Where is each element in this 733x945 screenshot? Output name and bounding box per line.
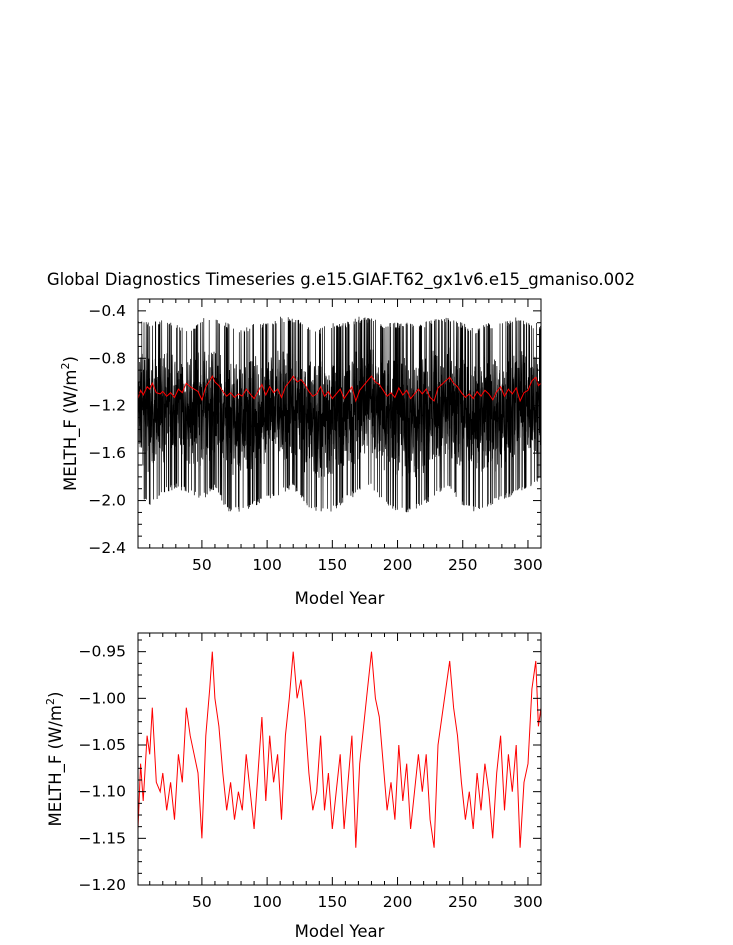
- y-tick-label: −1.2: [88, 397, 126, 415]
- y-axis-label: MELTH_F (W/m2): [59, 356, 81, 491]
- panel-bottom: 50 100 150 200 250 300 −1.20 −1.15 −1.10 −1.05 −1.…: [44, 632, 543, 941]
- y-tick-label: −1.00: [79, 689, 127, 707]
- y-tick-label: −0.4: [88, 302, 126, 320]
- plot-frame: [137, 298, 542, 549]
- x-tick-label: 300: [513, 893, 543, 911]
- y-axis-label: MELTH_F (W/m2): [44, 692, 66, 827]
- x-tick-label: 100: [252, 893, 282, 911]
- y-tick-label: −0.8: [88, 349, 126, 367]
- x-tick-label: 150: [318, 893, 348, 911]
- x-tick-label: 250: [448, 556, 478, 574]
- x-tick-label: 200: [383, 556, 413, 574]
- y-tick-label: −1.05: [79, 736, 127, 754]
- y-tick-label: −1.20: [79, 876, 127, 894]
- y-tick-label: −1.6: [88, 444, 126, 462]
- y-tick-label: −0.95: [79, 643, 127, 661]
- x-tick-label: 200: [383, 893, 413, 911]
- x-tick-label: 300: [513, 556, 543, 574]
- y-tick-label: −2.4: [88, 539, 126, 557]
- x-tick-label: 150: [318, 556, 348, 574]
- x-tick-label: 50: [192, 893, 212, 911]
- x-axis-label: Model Year: [295, 589, 385, 608]
- plot-frame: [137, 632, 542, 886]
- x-tick-label: 100: [252, 556, 282, 574]
- x-axis-label: Model Year: [295, 922, 385, 941]
- y-tick-label: −2.0: [88, 492, 126, 510]
- y-tick-label: −1.10: [79, 783, 127, 801]
- figure-title: Global Diagnostics Timeseries g.e15.GIAF…: [47, 270, 635, 290]
- x-tick-label: 250: [448, 893, 478, 911]
- series-annual-mean-line: [137, 374, 542, 403]
- x-tick-label: 50: [192, 556, 212, 574]
- panel-top: 50 100 150 200 250 300 −2.4 −2.0 −1.6 −1.2 −0.8 −0.…: [59, 298, 543, 608]
- series-monthly-line: [137, 316, 542, 513]
- y-tick-label: −1.15: [79, 829, 127, 847]
- series-annual-mean-line: [137, 651, 542, 848]
